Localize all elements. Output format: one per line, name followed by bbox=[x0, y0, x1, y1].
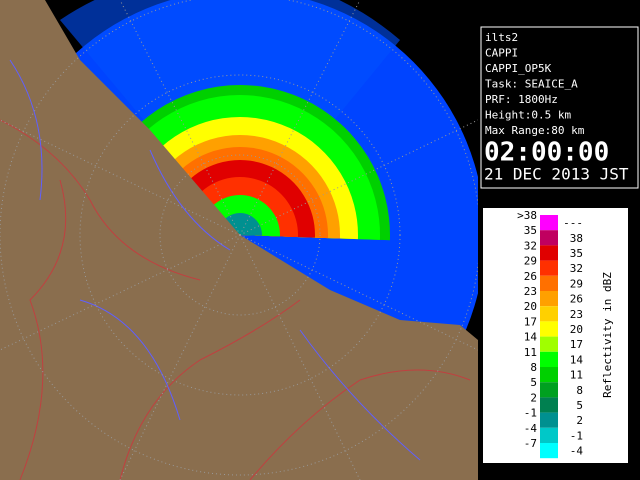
legend-high: 17 bbox=[570, 338, 583, 351]
info-line: Height:0.5 km bbox=[485, 109, 571, 122]
radar-map bbox=[0, 0, 478, 480]
echo-band bbox=[225, 213, 262, 236]
legend-high: 11 bbox=[570, 369, 583, 382]
legend-swatch bbox=[540, 336, 558, 352]
legend-swatch bbox=[540, 397, 558, 413]
info-line: Task: SEAICE_A bbox=[485, 78, 578, 91]
rivers bbox=[9, 59, 421, 461]
legend-high: 20 bbox=[570, 323, 583, 336]
legend-low: 29 bbox=[524, 255, 537, 268]
legend-swatch bbox=[540, 427, 558, 443]
info-line: CAPPI_OP5K bbox=[485, 62, 552, 75]
boundaries bbox=[0, 119, 471, 480]
legend-high: 2 bbox=[576, 414, 583, 427]
legend-swatch bbox=[540, 412, 558, 428]
range-rings bbox=[0, 0, 478, 480]
land bbox=[0, 0, 478, 480]
legend-low: 17 bbox=[524, 315, 537, 328]
info-date: 21 DEC 2013 JST bbox=[484, 165, 629, 184]
legend-swatch bbox=[540, 260, 558, 276]
legend-low: >38 bbox=[517, 209, 537, 222]
legend-low: 8 bbox=[530, 361, 537, 374]
legend-low: -7 bbox=[524, 437, 537, 450]
legend-low: 23 bbox=[524, 285, 537, 298]
legend-swatch bbox=[540, 351, 558, 367]
legend-swatch bbox=[540, 382, 558, 398]
legend-title: Reflectivity in dBZ bbox=[601, 272, 614, 398]
legend-low: 2 bbox=[530, 391, 537, 404]
legend-swatch bbox=[540, 443, 558, 459]
legend-high: 35 bbox=[570, 247, 583, 260]
legend-low: 26 bbox=[524, 270, 537, 283]
legend-swatch bbox=[540, 230, 558, 246]
legend-low: 11 bbox=[524, 346, 537, 359]
legend-low: -4 bbox=[524, 422, 538, 435]
legend-low: 32 bbox=[524, 239, 537, 252]
legend: >38 --- 35 38 32 35 29 32 26 29 23 26 20 23 17 20 14 17 11… bbox=[517, 209, 614, 459]
legend-high: 32 bbox=[570, 262, 583, 275]
legend-low: 5 bbox=[530, 376, 537, 389]
legend-high: 5 bbox=[576, 399, 583, 412]
legend-high: 38 bbox=[570, 232, 583, 245]
info-line: ilts2 bbox=[485, 31, 518, 44]
info-time: 02:00:00 bbox=[484, 138, 609, 168]
info-text: ilts2 CAPPI CAPPI_OP5K Task: SEAICE_A PRF: 1… bbox=[484, 31, 629, 184]
legend-swatch bbox=[540, 215, 558, 231]
legend-swatch bbox=[540, 321, 558, 337]
legend-low: 14 bbox=[524, 331, 538, 344]
reflectivity-echo bbox=[139, 84, 390, 241]
legend-high: 26 bbox=[570, 293, 583, 306]
legend-swatch bbox=[540, 275, 558, 291]
legend-low: 35 bbox=[524, 224, 537, 237]
info-box bbox=[480, 26, 639, 189]
legend-swatch bbox=[540, 291, 558, 307]
legend-high: -1 bbox=[570, 429, 583, 442]
info-line: Max Range:80 km bbox=[485, 124, 585, 137]
info-line: CAPPI bbox=[485, 47, 518, 60]
legend-high: 8 bbox=[576, 384, 583, 397]
legend-high: 23 bbox=[570, 308, 583, 321]
legend-low: 20 bbox=[524, 300, 537, 313]
legend-high: -4 bbox=[570, 445, 584, 458]
info-line: PRF: 1800Hz bbox=[485, 93, 558, 106]
legend-swatch bbox=[540, 367, 558, 383]
legend-high: 29 bbox=[570, 277, 583, 290]
legend-high: --- bbox=[563, 217, 583, 230]
legend-swatch bbox=[540, 245, 558, 261]
legend-low: -1 bbox=[524, 407, 537, 420]
legend-swatch bbox=[540, 306, 558, 322]
legend-high: 14 bbox=[570, 353, 584, 366]
